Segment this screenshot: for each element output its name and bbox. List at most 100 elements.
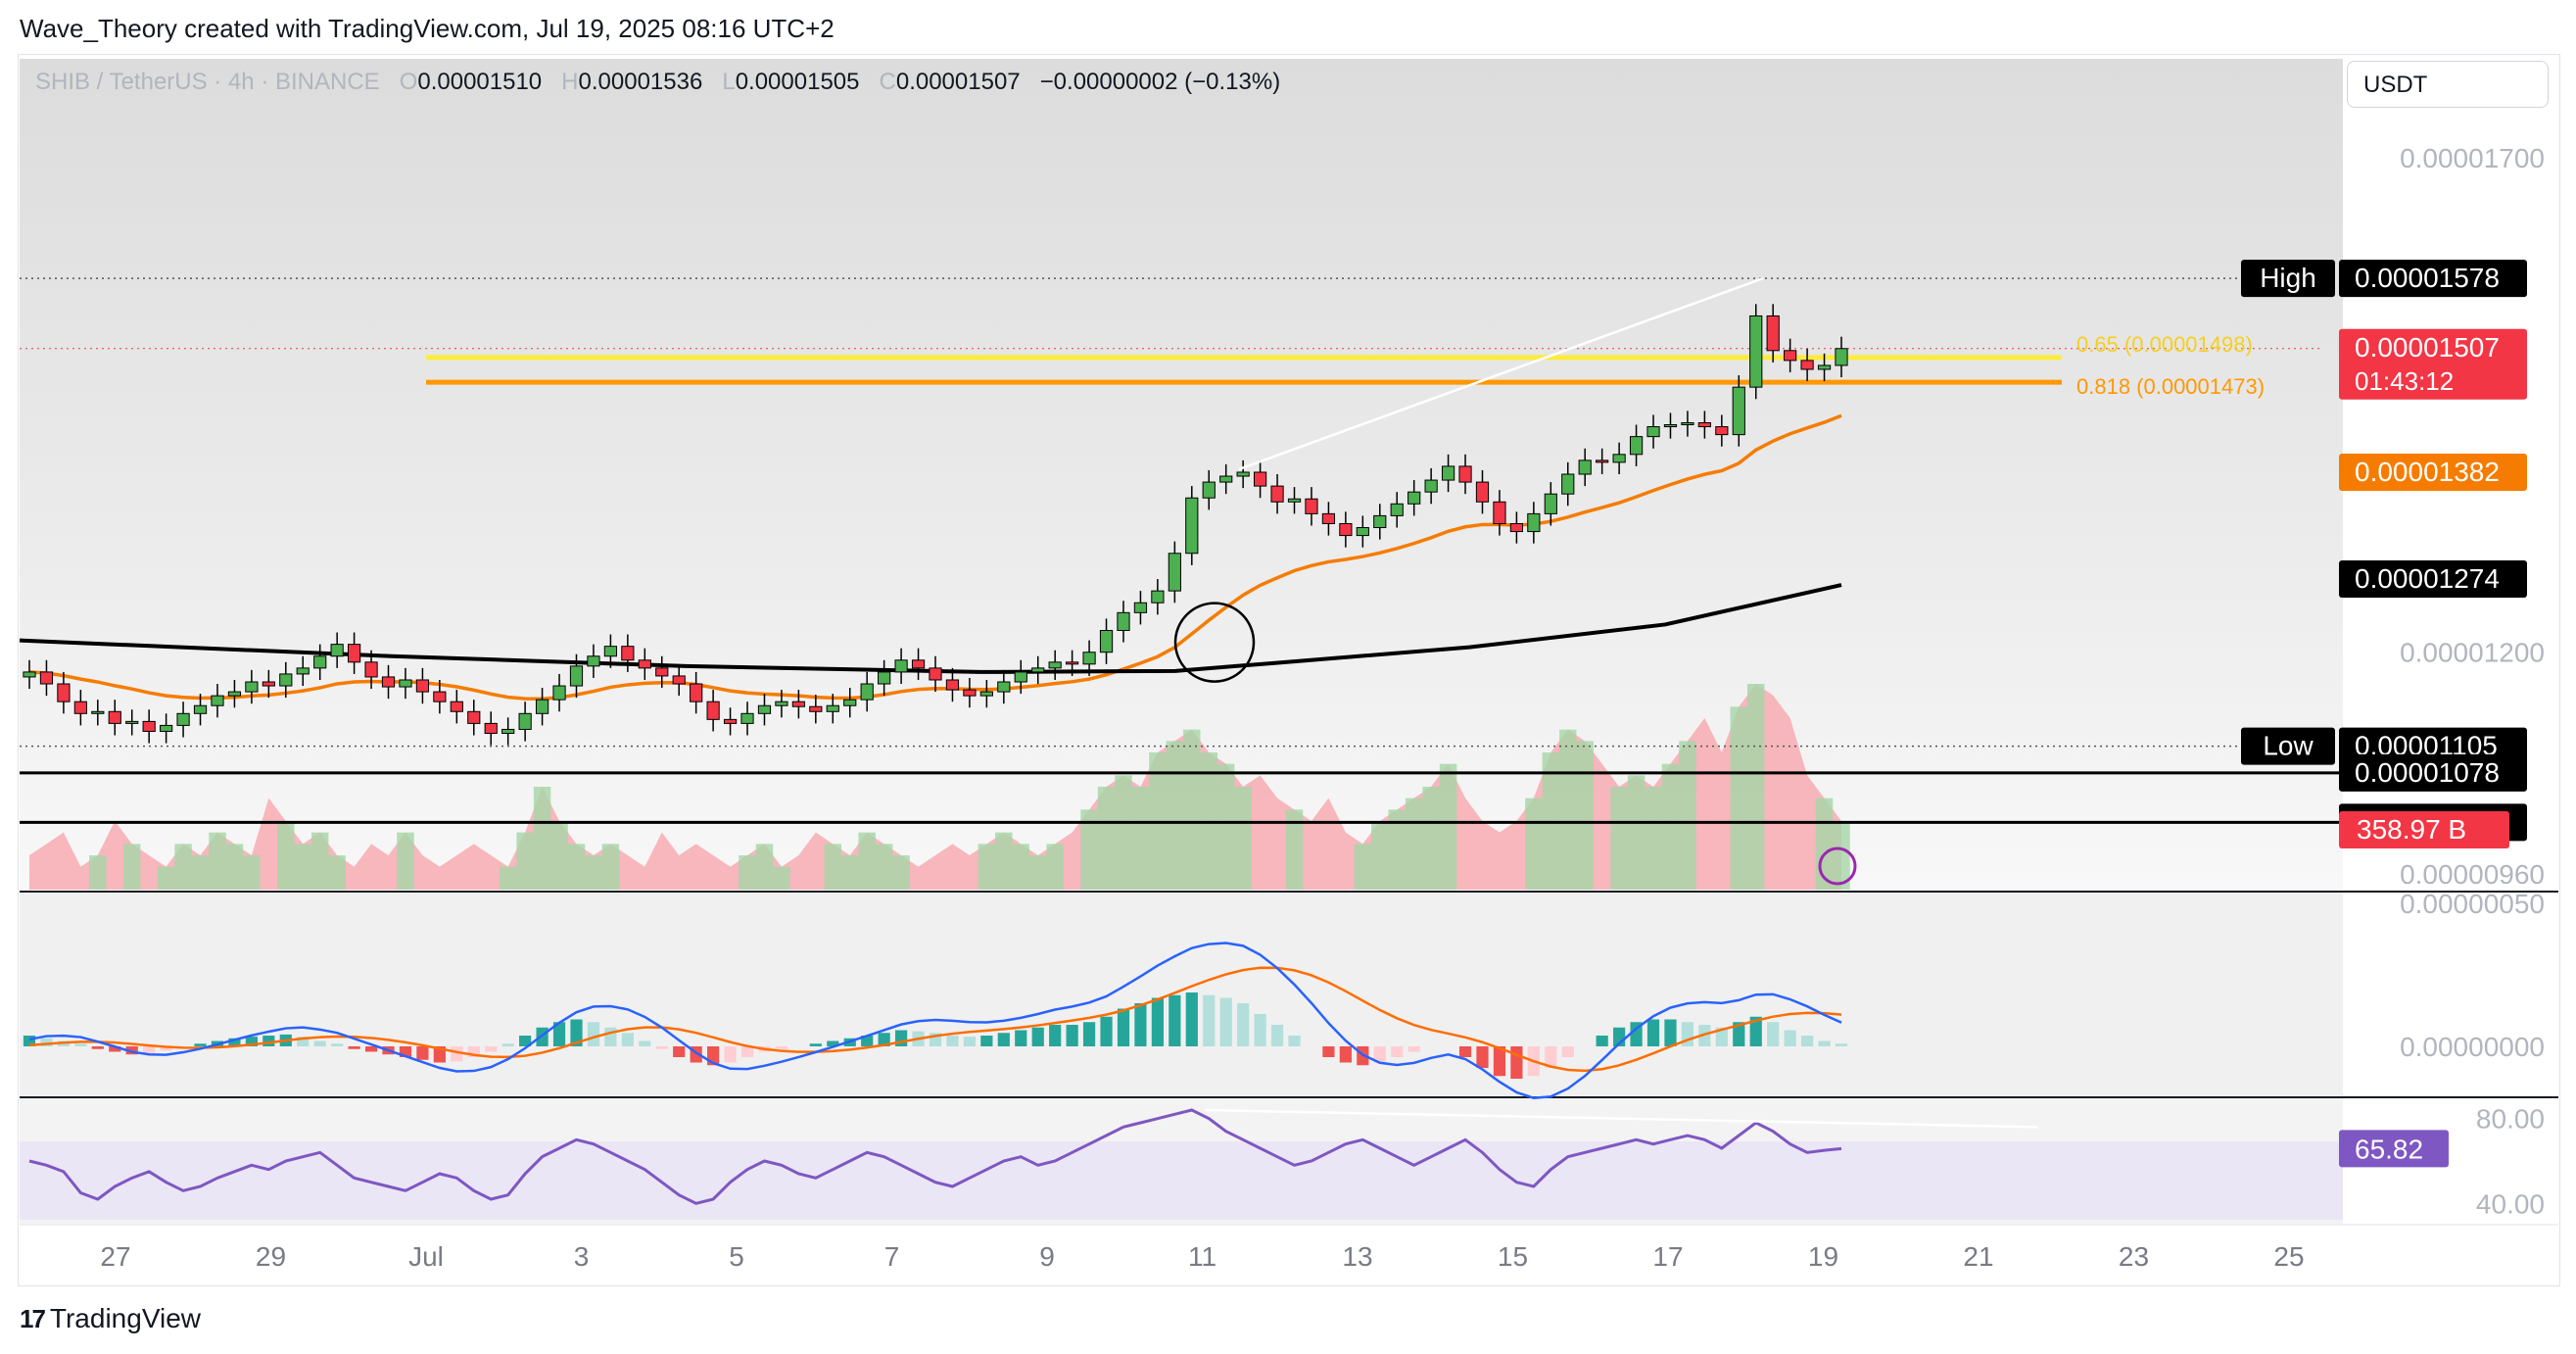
candle-body [279,673,293,687]
macd-histogram-bar [894,1030,908,1046]
rsi-y-tick: 40.00 [2476,1188,2545,1219]
volume-bar [277,821,295,890]
close-value: 0.00001507 [895,69,1021,95]
macd-line [28,942,1842,1099]
macd-histogram-bar [639,1040,651,1046]
symbol-name[interactable]: SHIB / TetherUS · 4h · BINANCE [35,69,380,95]
volume-label: 358.97 B [2357,814,2466,845]
volume-bar [191,855,210,890]
macd-histogram-bar [997,1033,1010,1046]
candle-body [364,661,378,678]
volume-label-box [2339,811,2509,848]
macd-y-tick: 0.00000000 [2400,1032,2545,1062]
macd-histogram-bar [1015,1030,1027,1046]
macd-histogram-bar [1254,1014,1266,1046]
candle-body [1219,475,1233,483]
candle-body [757,704,772,714]
y-tick-label: 0.00001700 [2400,143,2545,173]
macd-histogram-bar [399,1046,412,1057]
low-value: 0.00001505 [735,69,860,95]
candle-body [1612,454,1626,463]
rsi-value-label: 65.82 [2355,1134,2423,1164]
price-label-value: 0.00001578 [2355,263,2500,293]
macd-histogram-bar [143,1046,156,1053]
macd-histogram-bar [1407,1046,1420,1052]
volume-bar [585,855,602,890]
candle-body [621,646,635,661]
tradingview-logo-icon: 17 [20,1303,46,1333]
high-value: 0.00001536 [578,69,703,95]
candle-body [690,683,703,702]
candle-body [1270,485,1284,503]
high-label: H [561,69,579,95]
macd-histogram-bar [673,1046,686,1057]
macd-histogram-bar [1749,1016,1762,1046]
volume-bar [1166,741,1184,890]
candle-body [1817,364,1832,370]
candle-body [1561,473,1575,495]
tradingview-logo[interactable]: 17 TradingView [20,1303,201,1334]
candle-body [791,701,805,707]
macd-histogram-bar [485,1046,498,1052]
candle-body [39,671,54,685]
candle-body [706,701,720,720]
macd-y-tick: 0.00000050 [2400,889,2545,919]
macd-histogram-bar [1134,1003,1147,1046]
candle-body [160,724,173,732]
macd-histogram-bar [1117,1008,1130,1046]
volume-bar [533,787,551,890]
macd-histogram-bar [313,1040,326,1046]
volume-bar [1216,763,1235,890]
price-label-box [2339,753,2527,792]
macd-histogram-bar [1185,992,1198,1046]
candle-body [569,665,584,687]
candle-body [1014,671,1027,683]
macd-histogram-bar [1630,1022,1643,1046]
candle-body [176,712,190,726]
price-label-box [2339,260,2527,298]
macd-histogram-bar [1664,1019,1677,1046]
candle-body [1835,348,1848,366]
macd-histogram-bar [740,1046,754,1057]
macd-histogram-bar [1066,1025,1078,1046]
macd-histogram-bar [1082,1022,1096,1046]
macd-histogram-bar [980,1036,993,1046]
macd-histogram-bar [1545,1046,1557,1068]
price-label-countdown: 01:43:12 [2355,366,2454,396]
volume-bar [122,844,141,890]
rsi-line [28,1108,1842,1205]
candle-body [245,681,259,693]
price-tag-box [2241,260,2335,298]
candle-body [57,683,71,702]
ema-black-line [19,583,1842,674]
macd-histogram-bar [946,1036,959,1046]
candle-body [381,676,396,688]
trend-line [1238,276,1764,471]
candle-body [501,728,515,734]
volume-bar [773,866,790,890]
price-tag-box [2241,727,2335,765]
macd-histogram-bar [364,1046,378,1052]
currency-selector[interactable]: USDT [2347,61,2549,108]
macd-histogram-bar [1391,1046,1404,1057]
macd-histogram-bar [1339,1046,1352,1063]
x-tick-label: 29 [256,1241,286,1272]
macd-histogram-bar [109,1046,121,1052]
macd-histogram-bar [1715,1027,1728,1046]
candle-body [1596,459,1609,463]
candle-body [313,655,327,669]
macd-histogram-bar [1219,997,1232,1046]
volume-bar [824,844,842,890]
rsi-value-box [2339,1130,2449,1168]
volume-bar [1405,798,1423,890]
alert-icon [1818,846,1857,886]
macd-histogram-bar [1203,994,1216,1046]
candle-body [1390,503,1404,516]
volume-bar [1354,844,1372,890]
candle-body [1168,553,1181,592]
macd-histogram-bar [1031,1027,1044,1046]
x-tick-label: 17 [1652,1241,1683,1272]
macd-histogram-bar [1049,1025,1062,1046]
y-tick-label: 0.00001200 [2400,638,2545,668]
